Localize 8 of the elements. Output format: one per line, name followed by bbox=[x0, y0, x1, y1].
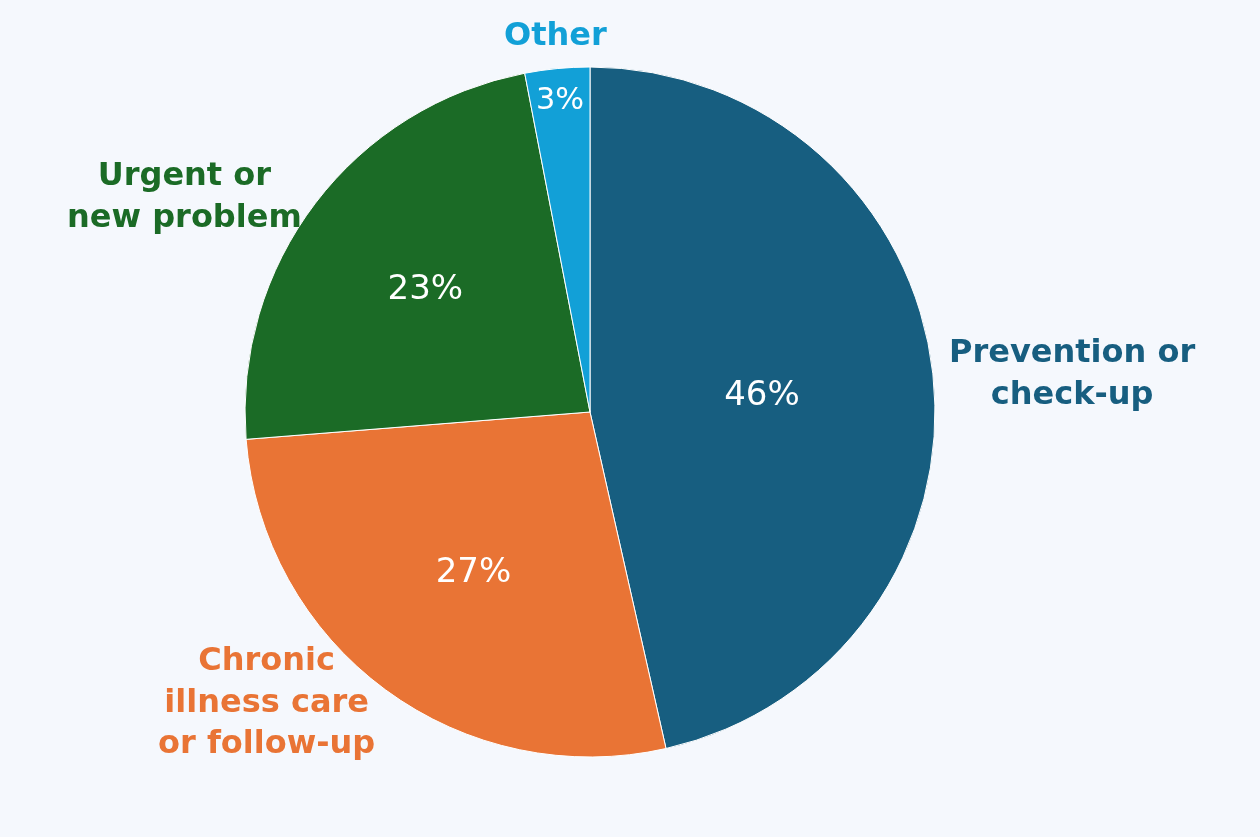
slice-label: Other bbox=[504, 15, 607, 53]
data-label: 3% bbox=[536, 81, 585, 117]
slice-label: Prevention or check-up bbox=[949, 332, 1196, 412]
data-label: 27% bbox=[435, 550, 512, 591]
slice-label: Chronic illness care or follow-up bbox=[158, 640, 376, 762]
data-label: 23% bbox=[387, 266, 464, 307]
slice-label: Urgent or new problem bbox=[67, 155, 302, 235]
data-label: 46% bbox=[724, 372, 800, 413]
